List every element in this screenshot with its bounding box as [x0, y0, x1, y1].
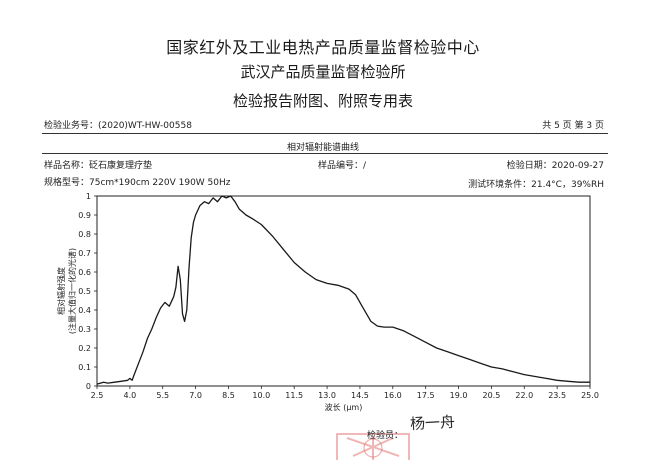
inspector-label: 检验员： — [367, 431, 404, 441]
y-tick-label: 0.7 — [78, 249, 91, 258]
x-tick-label: 17.5 — [417, 391, 435, 400]
header-divider — [42, 133, 608, 134]
chart-title: 相对辐射能谱曲线 — [286, 143, 359, 153]
x-tick-labels: 2.5 4.0 5.5 7.0 8.5 10.0 11.5 13.0 14.5 16.0 17.5 1… — [91, 391, 599, 400]
x-tick-label: 5.5 — [156, 391, 169, 400]
x-tick-label: 20.5 — [482, 391, 500, 400]
y-tick-label: 0 — [86, 382, 91, 391]
inspection-stamp — [333, 432, 413, 460]
chart-axes — [94, 195, 591, 389]
sample-spec: 规格型号：75cm*190cm 220V 190W 50Hz — [44, 178, 231, 188]
x-tick-label: 7.0 — [189, 391, 202, 400]
sample-number: 样品编号：/ — [318, 161, 367, 171]
y-tick-label: 1 — [86, 192, 91, 201]
page-info: 共 5 页 第 3 页 — [542, 121, 604, 131]
chart-series — [96, 195, 590, 385]
spectrum-line — [96, 195, 590, 385]
test-environment: 测试环境条件：21.4°C，39%RH — [468, 180, 604, 190]
x-tick-label: 14.5 — [351, 391, 369, 400]
y-tick-label: 0.8 — [78, 230, 91, 239]
business-number: 检验业务号：(2020)WT-HW-00558 — [44, 121, 192, 131]
x-tick-label: 11.5 — [285, 391, 303, 400]
x-tick-label: 13.0 — [318, 391, 336, 400]
x-tick-label: 16.0 — [384, 391, 402, 400]
y-tick-label: 0.2 — [78, 344, 91, 353]
y-axis-label-line: (注量大值归一化的光谱) — [67, 248, 77, 334]
inspector-signature: 杨一舟 — [409, 412, 456, 434]
x-tick-label: 10.0 — [252, 391, 270, 400]
x-tick-label: 4.0 — [123, 391, 136, 400]
x-tick-label: 2.5 — [91, 391, 104, 400]
y-axis-label-line: 相对辐射强度 — [56, 267, 66, 315]
y-axis-label: 相对辐射强度 (注量大值归一化的光谱) — [56, 248, 77, 334]
y-tick-labels: 0 0.1 0.2 0.3 0.4 0.5 0.6 0.7 0.8 0.9 1 — [78, 192, 91, 391]
y-tick-label: 0.5 — [78, 287, 91, 296]
header-title-form: 检验报告附图、附照专用表 — [232, 92, 413, 110]
y-tick-label: 0.3 — [78, 325, 91, 334]
y-tick-label: 0.6 — [78, 268, 91, 277]
y-tick-label: 0.4 — [78, 306, 91, 315]
y-tick-label: 0.1 — [78, 363, 91, 372]
plot-frame — [96, 195, 591, 387]
test-date: 检验日期：2020-09-27 — [506, 161, 604, 171]
header-title-center: 国家红外及工业电热产品质量监督检验中心 — [166, 38, 480, 57]
header-title-institute: 武汉产品质量监督检验所 — [240, 63, 406, 81]
x-tick-label: 8.5 — [222, 391, 235, 400]
title-divider — [42, 153, 608, 154]
sample-name: 样品名称：砭石康复理疗垫 — [44, 161, 153, 171]
y-tick-label: 0.9 — [78, 211, 91, 220]
x-tick-label: 19.0 — [450, 391, 468, 400]
x-axis-label: 波长 (μm) — [325, 402, 363, 412]
x-tick-label: 22.0 — [515, 391, 533, 400]
x-tick-label: 23.5 — [548, 391, 566, 400]
x-tick-label: 25.0 — [581, 391, 599, 400]
